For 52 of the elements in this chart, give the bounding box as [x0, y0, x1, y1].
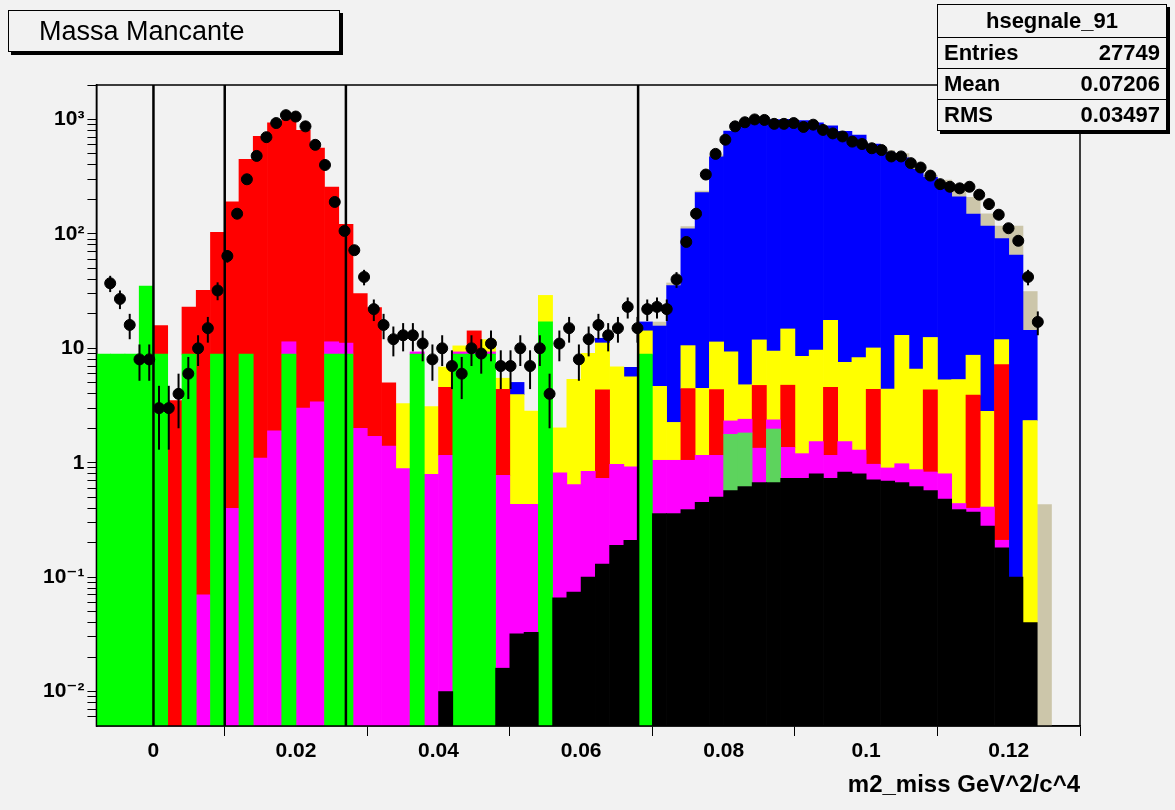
- x-tick-label: 0.08: [703, 738, 745, 762]
- bar: [680, 388, 696, 461]
- bar: [495, 389, 511, 476]
- annotation: RMS: [944, 102, 993, 128]
- bar: [751, 385, 767, 449]
- x-tick-label: 0.02: [275, 738, 317, 762]
- bar: [994, 364, 1010, 541]
- bar: [637, 353, 653, 726]
- text: Entries: [944, 40, 1019, 65]
- bar: [281, 341, 297, 355]
- text: hsegnale_91: [985, 8, 1119, 33]
- y-tick-label: 10⁻²: [43, 678, 85, 702]
- bar: [281, 353, 297, 726]
- annotation: Mean: [944, 71, 1001, 97]
- x-tick-label: 0.12: [988, 738, 1030, 762]
- y-tick-label: 10³: [54, 106, 85, 130]
- bar: [751, 447, 767, 483]
- bar: [780, 384, 796, 448]
- bar: [409, 353, 425, 726]
- y-tick-label: 10: [61, 335, 85, 359]
- bar: [922, 389, 938, 473]
- y-tick-label: 1: [72, 449, 85, 473]
- x-tick-label: 0.1: [851, 738, 882, 762]
- y-tick-label: 10⁻¹: [43, 563, 85, 587]
- bar: [680, 226, 696, 230]
- x-tick-label: 0: [147, 738, 160, 762]
- bar: [181, 353, 197, 726]
- annotation: 0.03497: [1080, 102, 1160, 128]
- bar: [395, 403, 411, 469]
- x-axis-title: m2_miss GeV^2/c^4: [847, 770, 1081, 798]
- title-box: Massa Mancante: [8, 10, 340, 52]
- bar: [438, 386, 454, 456]
- bar: [1036, 504, 1052, 726]
- y-tick-label: 10²: [54, 220, 85, 244]
- bar: [1022, 420, 1038, 623]
- bar: [965, 394, 981, 509]
- bar: [709, 389, 724, 456]
- bar: [595, 389, 610, 479]
- annotation: 0.07206: [1080, 71, 1160, 97]
- chart-title: Massa Mancante: [39, 15, 245, 47]
- bar: [238, 353, 254, 726]
- bar: [865, 389, 881, 465]
- bar: [538, 295, 553, 323]
- x-tick-label: 0.04: [418, 738, 460, 762]
- text: 27749: [1098, 40, 1160, 65]
- bar: [766, 428, 781, 483]
- bar: [766, 419, 781, 430]
- bar: [994, 339, 1010, 365]
- bar: [994, 539, 1010, 549]
- bar: [680, 345, 696, 389]
- bar: [823, 386, 838, 456]
- x-tick-label: 0.06: [560, 738, 602, 762]
